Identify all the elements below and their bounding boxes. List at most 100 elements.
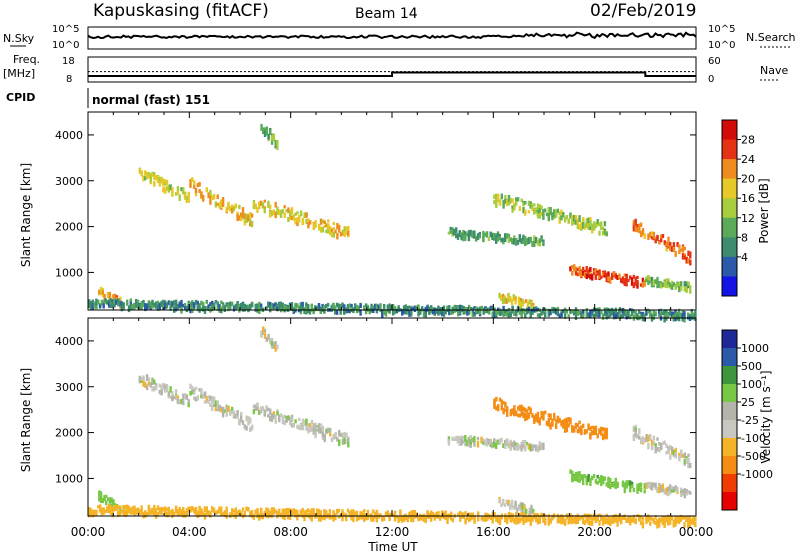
velocity-cell-11-89-1 bbox=[249, 511, 252, 516]
power-cell-5-32-1 bbox=[551, 215, 554, 221]
velocity-cell-2-46-1 bbox=[336, 437, 339, 442]
velocity-cell-11-46-3 bbox=[171, 508, 174, 513]
velocity-cell-11-219-1 bbox=[484, 512, 487, 517]
power-cell-2-6-0 bbox=[263, 199, 266, 203]
velocity-cell-5-31-1 bbox=[549, 422, 552, 430]
power-cell-2-14-0 bbox=[278, 212, 281, 216]
velocity-cell-5-58-1 bbox=[598, 428, 601, 434]
velocity-cell-11-152-2 bbox=[363, 512, 366, 518]
velocity-cell-11-223-0 bbox=[491, 518, 494, 524]
power-cell-2-50-1 bbox=[343, 226, 346, 233]
x-tick-label-0: 00:00 bbox=[71, 525, 106, 539]
power-cell-4-51-0 bbox=[540, 235, 543, 239]
velocity-cell-11-194-1 bbox=[439, 515, 442, 521]
velocity-cell-11-52-3 bbox=[182, 511, 185, 518]
velocity-cell-11-86-2 bbox=[243, 512, 246, 517]
velocity-cell-6-2-1 bbox=[573, 475, 576, 482]
power-cell-4-50-3 bbox=[538, 238, 541, 244]
power-cell-11-4-1 bbox=[95, 305, 98, 310]
power-cell-5-31-2 bbox=[549, 207, 552, 210]
power-cell-11-148-3 bbox=[355, 304, 359, 310]
power-cell-5-58-0 bbox=[598, 230, 601, 236]
power-cell-11-284-0 bbox=[601, 313, 605, 320]
power-cell-11-258-0 bbox=[554, 308, 558, 315]
power-cell-4-39-2 bbox=[518, 236, 521, 243]
velocity-cell-11-262-1 bbox=[562, 515, 565, 522]
velocity-cell-2-28-1 bbox=[303, 419, 306, 425]
power-cell-4-2-3 bbox=[451, 228, 454, 234]
velocity-cell-6-0-0 bbox=[569, 469, 572, 474]
velocity-cell-11-57-1 bbox=[191, 507, 194, 512]
power-cell-11-32-1 bbox=[145, 303, 149, 310]
velocity-cell-7-6-1 bbox=[643, 437, 646, 443]
power-cell-11-173-0 bbox=[401, 309, 404, 316]
velocity-cell-10-13-2 bbox=[521, 507, 524, 515]
power-cell-11-137-0 bbox=[335, 309, 339, 315]
velocity-cell-11-61-2 bbox=[198, 507, 201, 513]
velocity-cell-11-249-2 bbox=[538, 516, 541, 520]
velocity-cell-10-14-2 bbox=[523, 505, 526, 510]
velocity-cell-7-22-0 bbox=[672, 453, 676, 457]
power-cell-6-5-1 bbox=[578, 270, 581, 277]
velocity-cell-10-19-0 bbox=[532, 509, 535, 513]
velocity-cell-11-52-1 bbox=[182, 507, 185, 512]
velocity-cell-11-259-1 bbox=[556, 517, 560, 524]
power-cell-10-8-0 bbox=[512, 295, 515, 301]
power-cell-11-224-2 bbox=[493, 311, 496, 319]
power-cell-2-24-0 bbox=[296, 211, 299, 215]
power-cell-11-235-2 bbox=[513, 311, 516, 315]
velocity-cell-4-6-1 bbox=[458, 439, 461, 446]
velocity-cell-2-37-3 bbox=[319, 427, 323, 434]
velocity-cell-11-269-0 bbox=[574, 515, 578, 520]
power-cell-7-27-2 bbox=[681, 245, 685, 253]
power-cell-11-2-2 bbox=[91, 299, 94, 306]
velocity-cell-6-22-3 bbox=[609, 483, 612, 490]
velocity-cell-11-227-2 bbox=[498, 515, 502, 521]
power-cell-2-27-2 bbox=[301, 220, 305, 226]
velocity-cell-11-130-3 bbox=[323, 510, 326, 517]
power-cell-11-116-2 bbox=[297, 305, 301, 310]
velocity-cell-1-14-1 bbox=[214, 407, 218, 412]
power-cell-11-48-1 bbox=[174, 304, 178, 312]
velocity-cell-8-2-3 bbox=[649, 482, 652, 490]
velocity-cell-1-3-2 bbox=[194, 386, 198, 391]
power-cell-11-68-2 bbox=[211, 300, 214, 305]
velocity-cell-1-29-3 bbox=[241, 420, 245, 425]
velocity-cell-4-44-3 bbox=[527, 443, 531, 449]
velocity-cell-6-6-1 bbox=[580, 474, 583, 478]
velocity-cell-11-53-3 bbox=[183, 510, 187, 518]
velocity-cell-0-11-1 bbox=[158, 383, 161, 388]
velocity-cell-11-186-1 bbox=[424, 516, 427, 524]
velocity-cell-1-1-2 bbox=[191, 390, 194, 395]
velocity-cell-5-37-2 bbox=[560, 420, 563, 427]
velocity-cell-7-9-1 bbox=[649, 434, 652, 441]
velocity-cell-11-13-1 bbox=[111, 511, 114, 518]
power-cell-11-162-2 bbox=[381, 310, 384, 318]
power-cell-0-13-3 bbox=[162, 179, 165, 186]
velocity-cell-11-309-0 bbox=[647, 518, 650, 523]
velocity-cell-1-17-2 bbox=[220, 408, 223, 413]
velocity-cell-5-41-2 bbox=[567, 417, 570, 423]
velocity-cell-11-66-0 bbox=[207, 510, 210, 517]
power-cell-11-254-3 bbox=[547, 308, 550, 315]
velocity-cell-11-332-0 bbox=[688, 521, 692, 528]
power-cell-11-105-3 bbox=[278, 307, 281, 311]
power-cell-2-41-3 bbox=[327, 223, 330, 229]
velocity-cell-1-23-2 bbox=[231, 410, 234, 414]
power-cell-5-60-0 bbox=[601, 230, 605, 236]
power-cell-11-114-3 bbox=[294, 303, 297, 310]
velocity-cell-4-50-2 bbox=[538, 445, 541, 451]
velocity-cell-5-7-3 bbox=[506, 410, 509, 417]
power-cell-2-41-2 bbox=[327, 219, 330, 223]
velocity-cell-4-34-3 bbox=[509, 439, 512, 444]
power-cell-11-170-1 bbox=[395, 308, 398, 314]
power-cell-11-273-2 bbox=[582, 309, 585, 314]
power-cell-5-45-2 bbox=[574, 219, 578, 224]
velocity-cell-8-17-2 bbox=[676, 486, 679, 493]
velocity-cell-11-153-2 bbox=[364, 513, 368, 521]
power-cell-2-40-1 bbox=[325, 223, 328, 228]
velocity-cell-1-10-1 bbox=[207, 399, 210, 404]
velocity-cell-11-276-2 bbox=[587, 519, 590, 525]
velocity-cell-0-27-0 bbox=[187, 399, 190, 405]
velocity-cell-8-20-1 bbox=[681, 489, 685, 494]
